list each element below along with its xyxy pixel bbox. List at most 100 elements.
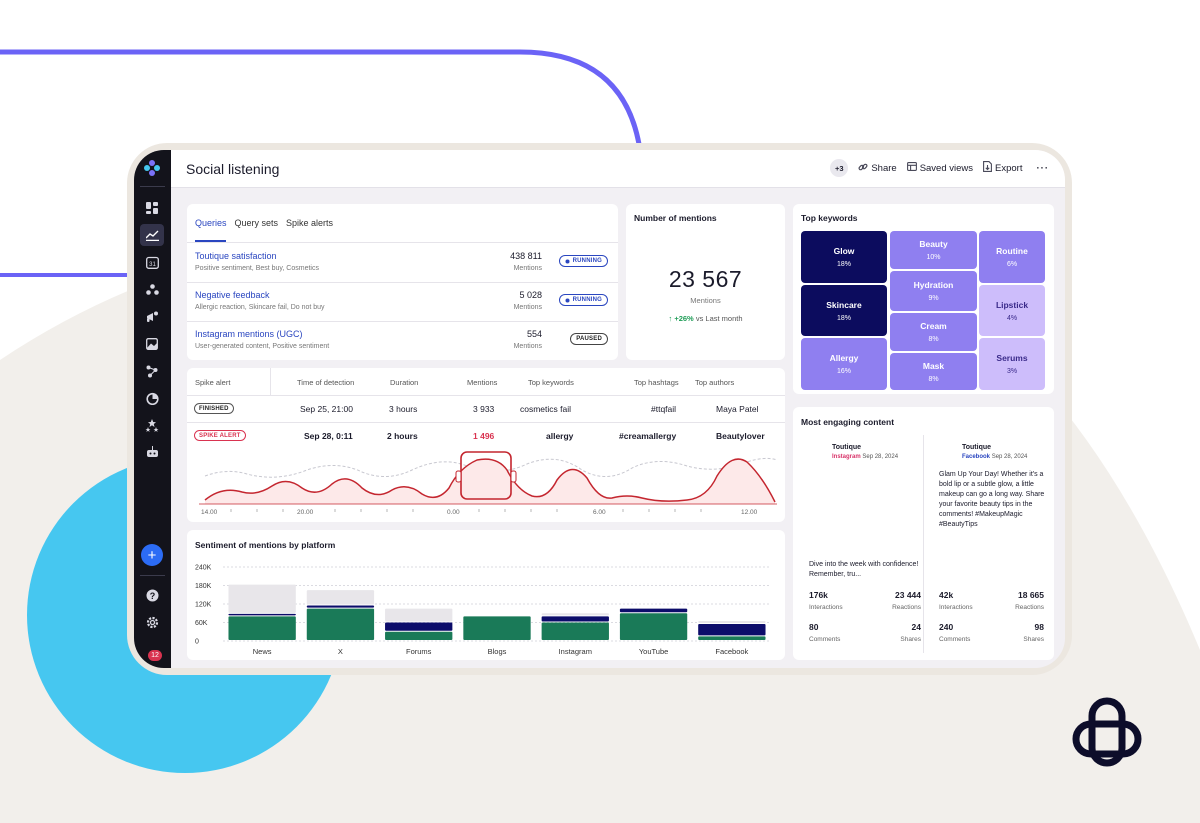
post-platform: Facebook (962, 454, 991, 460)
keyword-tile-skincare[interactable]: Skincare 18% (801, 285, 887, 336)
top-hashtag: #creamallergy (619, 431, 677, 441)
bot-icon[interactable] (143, 443, 161, 461)
tab-query-sets[interactable]: Query sets (234, 218, 279, 228)
query-name[interactable]: Instagram mentions (UGC) (195, 329, 303, 339)
bar-segment[interactable] (228, 584, 296, 613)
notifications-badge[interactable]: 12 (148, 650, 162, 661)
stars-icon[interactable] (143, 416, 161, 434)
post-card-facebook[interactable]: Toutique Facebook Sep 28, 2024 Glam Up Y… (924, 437, 1052, 655)
keyword-tile-beauty[interactable]: Beauty 10% (890, 231, 977, 269)
add-button[interactable]: + (141, 544, 163, 566)
bar-segment[interactable] (228, 616, 296, 640)
bar-segment[interactable] (385, 622, 453, 631)
keyword-tile-hydration[interactable]: Hydration 9% (890, 271, 977, 311)
keyword-tile-cream[interactable]: Cream 8% (890, 313, 977, 351)
keyword-tile-routine[interactable]: Routine 6% (979, 231, 1045, 283)
bar-segment[interactable] (619, 608, 688, 613)
shares-label: Shares (900, 636, 921, 643)
post-text: Glam Up Your Day! Whether it's a bold li… (939, 471, 1045, 528)
top-hashtag: #ttqfail (651, 404, 677, 414)
tab-queries[interactable]: Queries (195, 218, 227, 228)
export-button[interactable]: Export (983, 161, 1023, 175)
bar-segment[interactable] (541, 622, 609, 641)
dashboard-icon[interactable] (143, 199, 161, 217)
bar-segment[interactable] (385, 608, 453, 622)
x-category-label: News (253, 647, 272, 656)
timeline-tick-label: 6.00 (593, 509, 606, 516)
bar-segment[interactable] (306, 590, 375, 605)
engaging-content-card: Most engaging content Toutique Instagram… (793, 407, 1054, 660)
bar-segment[interactable] (619, 613, 688, 640)
column-header[interactable]: Time of detection (297, 378, 355, 387)
collaborators-count[interactable]: +3 (830, 159, 849, 177)
post-author[interactable]: Toutique (832, 444, 862, 451)
keyword-tile-lipstick[interactable]: Lipstick 4% (979, 285, 1045, 336)
saved-views-button[interactable]: Saved views (906, 162, 973, 174)
query-row[interactable]: Toutique satisfaction Positive sentiment… (187, 243, 618, 282)
tab-spike-alerts[interactable]: Spike alerts (286, 218, 334, 228)
status-badge: RUNNING (558, 255, 608, 267)
spike-timeline[interactable]: 14.00 20.00 0.00 6.00 12.00 (187, 448, 785, 520)
keyword-tile-serums[interactable]: Serums 3% (979, 338, 1045, 390)
column-header[interactable]: Spike alert (195, 378, 231, 387)
mentions: 3 933 (473, 404, 495, 414)
settings-gear-icon[interactable] (143, 613, 161, 631)
selection-handle-right[interactable] (510, 470, 517, 483)
bar-segment[interactable] (698, 636, 766, 640)
column-header[interactable]: Top hashtags (634, 378, 679, 387)
column-header[interactable]: Duration (390, 378, 419, 387)
bar-segment[interactable] (463, 616, 531, 640)
column-header[interactable]: Top authors (695, 378, 735, 387)
timeline-tick-label: 12.00 (741, 509, 758, 516)
x-category-label: X (338, 647, 343, 656)
query-count: 438 811 (510, 251, 542, 261)
keyword-tile-glow[interactable]: Glow 18% (801, 231, 887, 283)
users-icon[interactable] (143, 281, 161, 299)
svg-text:?: ? (149, 591, 155, 601)
listening-icon[interactable] (140, 224, 164, 246)
campaign-icon[interactable] (143, 308, 161, 326)
query-description: Allergic reaction, Skincare fail, Do not… (195, 304, 325, 311)
mentions-change: ↑ +26% vs Last month (626, 314, 785, 323)
query-row[interactable]: Instagram mentions (UGC) User-generated … (187, 321, 618, 360)
query-row[interactable]: Negative feedback Allergic reaction, Ski… (187, 282, 618, 321)
keyword-pct: 18% (836, 261, 851, 268)
post-card-instagram[interactable]: Toutique Instagram Sep 28, 2024 Dive int… (801, 437, 929, 655)
page-title: Social listening (186, 161, 280, 177)
bar-segment[interactable] (541, 613, 609, 616)
post-platform: Instagram (832, 454, 861, 460)
change-value: +26% (674, 314, 694, 323)
selection-handle-left[interactable] (455, 470, 462, 483)
query-count: 5 028 (519, 290, 542, 300)
bar-segment[interactable] (306, 608, 375, 640)
query-name[interactable]: Negative feedback (195, 290, 270, 300)
app-logo-icon[interactable] (142, 158, 162, 178)
query-description: User-generated content, Positive sentime… (195, 343, 330, 350)
bar-segment[interactable] (306, 605, 375, 608)
column-header[interactable]: Mentions (467, 378, 498, 387)
analytics-icon[interactable] (143, 389, 161, 407)
network-icon[interactable] (143, 362, 161, 380)
export-label: Export (995, 162, 1023, 174)
bar-segment[interactable] (385, 631, 453, 640)
column-header[interactable]: Top keywords (528, 378, 574, 387)
query-name[interactable]: Toutique satisfaction (195, 251, 277, 261)
duration: 2 hours (387, 431, 418, 441)
more-menu-button[interactable]: ··· (1036, 162, 1049, 174)
bar-segment[interactable] (541, 616, 609, 622)
reactions-label: Reactions (892, 604, 921, 611)
calendar-icon[interactable]: 31 (143, 253, 161, 271)
bar-segment[interactable] (698, 620, 766, 624)
image-icon[interactable] (143, 335, 161, 353)
post-author[interactable]: Toutique (962, 444, 992, 451)
interactions-label: Interactions (939, 604, 973, 611)
help-icon[interactable]: ? (143, 586, 161, 604)
keyword-tile-allergy[interactable]: Allergy 16% (801, 338, 887, 390)
top-keywords-card: Top keywords Glow 18% Skincare 18% Aller… (793, 204, 1054, 394)
bar-segment[interactable] (698, 624, 766, 636)
keyword-pct: 8% (928, 336, 939, 343)
bar-segment[interactable] (228, 613, 296, 616)
share-button[interactable]: Share (858, 162, 897, 175)
status-badge: SPIKE ALERT (194, 430, 246, 441)
keyword-tile-mask[interactable]: Mask 8% (890, 353, 977, 390)
